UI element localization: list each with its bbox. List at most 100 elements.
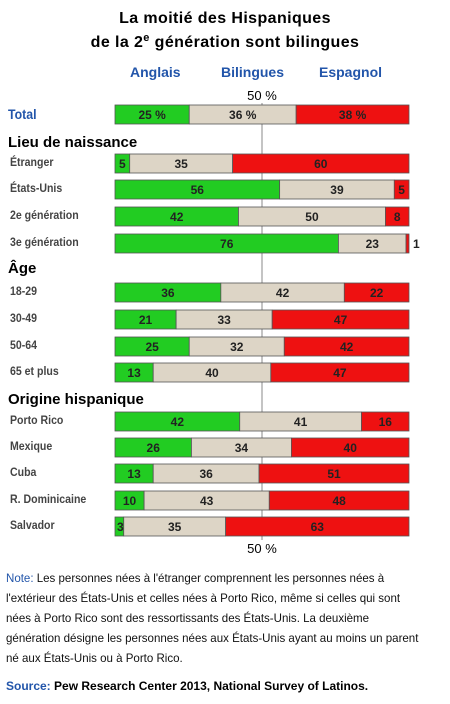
section-lieu: Lieu de naissance [8, 134, 138, 151]
bar-1-espagnol [232, 153, 410, 174]
section-age: Âge [8, 260, 37, 277]
data-label-2-0: 56 [191, 183, 205, 197]
bar-row-9: 42 41 16 [114, 411, 410, 432]
row-label-11: Cuba [10, 465, 37, 479]
row-label-6: 30-49 [10, 311, 38, 325]
data-label-1-1: 35 [174, 157, 188, 171]
chart-title-line2: de la 2e génération sont bilingues [0, 32, 450, 52]
data-label-0-1: 36 % [229, 108, 257, 122]
bar-5-espagnol [343, 282, 410, 303]
title-line2-post: génération sont bilingues [149, 34, 360, 51]
bar-0-espagnol [295, 104, 410, 125]
data-label-3-2: 8 [394, 210, 401, 224]
data-label-8-2: 47 [333, 366, 347, 380]
bar-8-espagnol [270, 362, 410, 383]
data-label-10-2: 40 [344, 441, 358, 455]
bar-row-5: 36 42 22 [114, 282, 410, 303]
bar-row-10: 26 34 40 [114, 437, 410, 458]
legend-bilingues: Bilingues [221, 64, 285, 80]
data-label-4-1: 23 [366, 237, 380, 251]
title-line2-pre: de la 2 [90, 34, 144, 51]
note-text: Les personnes nées à l'étranger comprenn… [6, 571, 419, 665]
data-label-8-0: 13 [127, 366, 141, 380]
data-label-0-0: 25 % [138, 108, 166, 122]
row-label-0: Total [8, 106, 37, 122]
row-label-9: Porto Rico [10, 413, 64, 427]
note-label: Note: [6, 571, 34, 585]
data-label-10-1: 34 [235, 441, 249, 455]
data-label-4-0: 76 [220, 237, 234, 251]
bar-6-espagnol [271, 309, 410, 330]
data-label-6-1: 33 [217, 313, 231, 327]
data-label-7-0: 25 [145, 340, 159, 354]
midline-label-top: 50 % [247, 88, 277, 103]
legend-espagnol: Espagnol [319, 64, 383, 80]
midline-label-bottom: 50 % [247, 541, 277, 556]
data-label-3-1: 50 [305, 210, 319, 224]
row-label-2: États-Unis [10, 181, 63, 195]
title-line2-sup: e [143, 32, 150, 44]
data-label-11-2: 51 [327, 467, 341, 481]
data-label-12-0: 10 [123, 494, 137, 508]
source-line: Source: Pew Research Center 2013, Nation… [6, 679, 368, 693]
data-label-11-0: 13 [127, 467, 141, 481]
data-label-11-1: 36 [199, 467, 213, 481]
row-label-12: R. Dominicaine [10, 492, 87, 506]
data-label-13-0: 3 [117, 520, 124, 534]
bar-9-espagnol [361, 411, 410, 432]
row-label-13: Salvador [10, 518, 55, 532]
row-label-3: 2e génération [10, 208, 79, 222]
bar-row-1: 5 35 60 [114, 153, 410, 174]
row-label-10: Mexique [10, 439, 53, 453]
footnote: Note: Les personnes nées à l'étranger co… [6, 568, 426, 668]
source-text: Pew Research Center 2013, National Surve… [50, 679, 369, 693]
section-origine: Origine hispanique [8, 391, 144, 408]
data-label-13-1: 35 [168, 520, 182, 534]
bar-row-3: 42 50 8 [114, 206, 410, 227]
bar-2-espagnol [393, 179, 410, 200]
data-label-12-2: 48 [332, 494, 346, 508]
bar-row-8: 13 40 47 [114, 362, 410, 383]
row-label-4: 3e génération [10, 235, 79, 249]
data-label-2-1: 39 [330, 183, 344, 197]
data-label-1-0: 5 [119, 157, 126, 171]
data-label-2-2: 5 [398, 183, 405, 197]
row-label-1: Étranger [10, 155, 54, 169]
bar-row-6: 21 33 47 [114, 309, 410, 330]
row-label-5: 18-29 [10, 284, 38, 298]
bar-row-2: 56 39 5 [114, 179, 410, 200]
data-label-9-1: 41 [294, 415, 308, 429]
legend-anglais: Anglais [130, 64, 181, 80]
data-label-3-0: 42 [170, 210, 184, 224]
data-label-0-2: 38 % [339, 108, 367, 122]
bar-3-espagnol [385, 206, 410, 227]
data-label-5-1: 42 [276, 286, 290, 300]
data-label-10-0: 26 [147, 441, 161, 455]
bar-row-4: 76 23 1 [114, 233, 420, 254]
bar-row-12: 10 43 48 [114, 490, 410, 511]
data-label-7-2: 42 [340, 340, 354, 354]
bar-row-13: 3 35 63 [114, 516, 410, 537]
data-label-9-2: 16 [379, 415, 393, 429]
data-label-12-1: 43 [200, 494, 214, 508]
bar-12-espagnol [268, 490, 410, 511]
bar-7-espagnol [283, 336, 410, 357]
bar-row-0: 25 % 36 % 38 % [114, 104, 410, 125]
data-label-6-0: 21 [139, 313, 153, 327]
data-label-13-2: 63 [311, 520, 325, 534]
bar-11-espagnol [258, 463, 410, 484]
bar-row-11: 13 36 51 [114, 463, 410, 484]
data-label-5-0: 36 [161, 286, 175, 300]
bar-10-espagnol [290, 437, 410, 458]
data-label-5-2: 22 [370, 286, 384, 300]
data-label-1-2: 60 [314, 157, 328, 171]
row-label-8: 65 et plus [10, 364, 59, 378]
source-label: Source: [6, 679, 51, 693]
data-label-9-0: 42 [171, 415, 185, 429]
data-label-8-1: 40 [205, 366, 219, 380]
bar-13-espagnol [225, 516, 410, 537]
data-label-4-2: 1 [413, 237, 420, 251]
bar-4-espagnol [405, 233, 410, 254]
data-label-6-2: 47 [334, 313, 348, 327]
